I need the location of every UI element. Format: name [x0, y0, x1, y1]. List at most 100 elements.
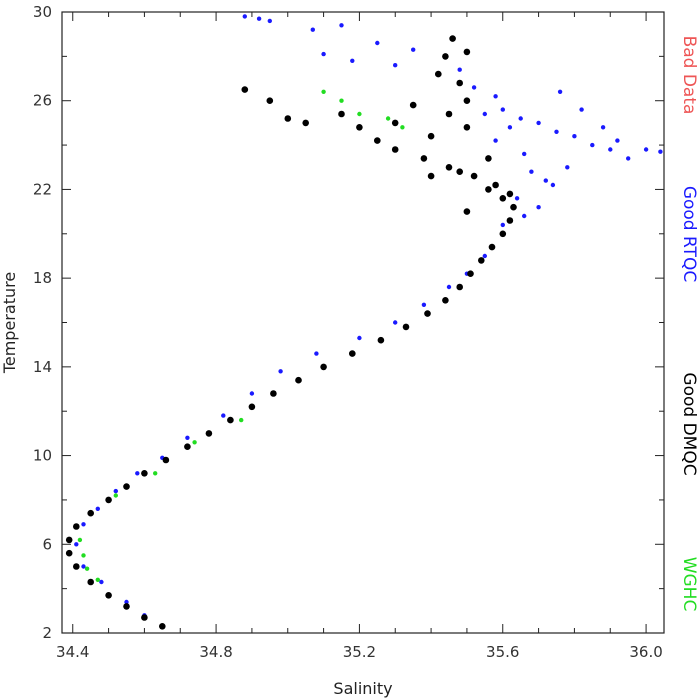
point-good-rtqc-50 [99, 579, 104, 585]
legend-good-dmqc: Good DMQC [679, 372, 699, 475]
point-good-rtqc-20 [626, 156, 631, 161]
point-good-dmqc-31 [506, 217, 514, 224]
point-good-rtqc-55 [600, 125, 606, 130]
point-good-dmqc-54 [356, 124, 363, 131]
point-good-rtqc-23 [529, 169, 534, 174]
point-good-dmqc-30 [499, 230, 507, 238]
x-tick-label: 34.8 [199, 643, 232, 661]
point-good-dmqc-6 [65, 549, 73, 557]
point-good-dmqc-20 [320, 363, 327, 371]
plot-frame [61, 11, 665, 634]
x-tick-label: 36.0 [629, 643, 662, 661]
point-good-rtqc-16 [554, 129, 559, 134]
point-good-dmqc-23 [402, 323, 410, 331]
point-wghc-1 [81, 553, 86, 558]
point-wghc-8 [321, 89, 326, 95]
point-wghc-9 [339, 98, 344, 103]
point-good-rtqc-7 [321, 51, 326, 57]
points-layer [65, 14, 663, 630]
legend: Bad Data Good RTQC Good DMQC WGHC [679, 36, 699, 612]
point-good-rtqc-42 [185, 435, 190, 440]
point-good-rtqc-19 [608, 147, 613, 152]
point-good-dmqc-8 [73, 523, 80, 530]
point-good-rtqc-36 [393, 320, 398, 325]
point-good-rtqc-4 [339, 23, 344, 28]
point-good-rtqc-10 [457, 67, 462, 72]
point-good-rtqc-12 [493, 94, 498, 99]
point-good-rtqc-56 [615, 138, 620, 143]
point-good-dmqc-19 [295, 376, 302, 384]
point-good-rtqc-29 [514, 196, 520, 201]
point-good-rtqc-34 [446, 284, 452, 290]
point-good-dmqc-46 [442, 53, 449, 60]
point-good-dmqc-13 [162, 456, 170, 464]
point-good-dmqc-60 [456, 168, 464, 175]
point-good-rtqc-53 [557, 89, 563, 95]
point-good-dmqc-52 [302, 119, 310, 127]
point-good-rtqc-49 [81, 564, 86, 569]
point-good-dmqc-51 [284, 115, 292, 122]
point-good-rtqc-0 [242, 14, 247, 19]
point-wghc-4 [113, 493, 119, 498]
point-good-rtqc-48 [74, 542, 79, 547]
point-good-dmqc-7 [65, 536, 73, 544]
point-wghc-0 [77, 537, 83, 543]
y-tick-label: 30 [33, 3, 52, 21]
point-good-dmqc-49 [241, 86, 249, 93]
point-good-rtqc-3 [310, 27, 315, 32]
point-good-rtqc-13 [500, 107, 505, 112]
point-good-rtqc-39 [278, 369, 283, 374]
point-good-dmqc-4 [87, 578, 94, 586]
point-good-dmqc-2 [123, 603, 130, 610]
point-good-dmqc-61 [427, 172, 435, 180]
point-good-dmqc-21 [349, 350, 356, 357]
point-good-dmqc-35 [470, 172, 478, 180]
legend-bad-data: Bad Data [679, 36, 699, 115]
x-tick-label: 35.6 [486, 643, 519, 661]
point-good-dmqc-38 [391, 146, 399, 153]
point-good-dmqc-16 [227, 416, 234, 424]
point-good-dmqc-36 [445, 164, 453, 171]
point-good-dmqc-40 [427, 132, 435, 140]
point-good-dmqc-33 [506, 190, 514, 198]
point-wghc-2 [84, 566, 90, 571]
point-good-dmqc-42 [445, 110, 453, 118]
point-good-rtqc-1 [256, 16, 262, 21]
point-good-rtqc-27 [482, 111, 487, 117]
point-good-dmqc-15 [205, 430, 213, 437]
x-axis-title: Salinity [333, 679, 392, 698]
point-good-dmqc-26 [456, 283, 464, 291]
point-good-dmqc-43 [463, 97, 471, 104]
point-good-dmqc-25 [442, 297, 449, 304]
point-good-dmqc-48 [449, 35, 456, 42]
point-good-dmqc-62 [485, 155, 492, 162]
point-wghc-12 [400, 125, 405, 130]
x-tick-label: 34.4 [56, 643, 89, 661]
point-wghc-11 [385, 116, 391, 121]
y-tick-label: 18 [33, 269, 52, 287]
point-good-rtqc-47 [81, 522, 86, 527]
point-good-rtqc-14 [518, 116, 523, 121]
point-good-rtqc-44 [135, 471, 140, 476]
point-good-rtqc-17 [572, 134, 577, 139]
point-good-dmqc-17 [248, 403, 256, 411]
point-good-rtqc-40 [249, 391, 255, 396]
ticks-layer [62, 11, 664, 634]
y-tick-label: 22 [33, 180, 52, 198]
y-axis-title: Temperature [0, 272, 19, 374]
point-good-rtqc-15 [536, 120, 541, 126]
point-good-rtqc-41 [221, 413, 226, 418]
point-good-rtqc-57 [565, 165, 570, 170]
point-good-dmqc-56 [409, 101, 417, 109]
point-good-dmqc-41 [463, 124, 471, 131]
point-good-rtqc-32 [482, 253, 487, 259]
point-good-dmqc-28 [478, 257, 485, 264]
y-tick-label: 26 [33, 92, 52, 110]
point-good-rtqc-22 [658, 149, 663, 154]
point-good-rtqc-38 [314, 351, 319, 356]
x-tick-label: 35.2 [343, 643, 376, 661]
point-good-rtqc-5 [375, 40, 380, 46]
legend-wghc: WGHC [679, 557, 699, 612]
point-good-rtqc-51 [124, 599, 129, 605]
